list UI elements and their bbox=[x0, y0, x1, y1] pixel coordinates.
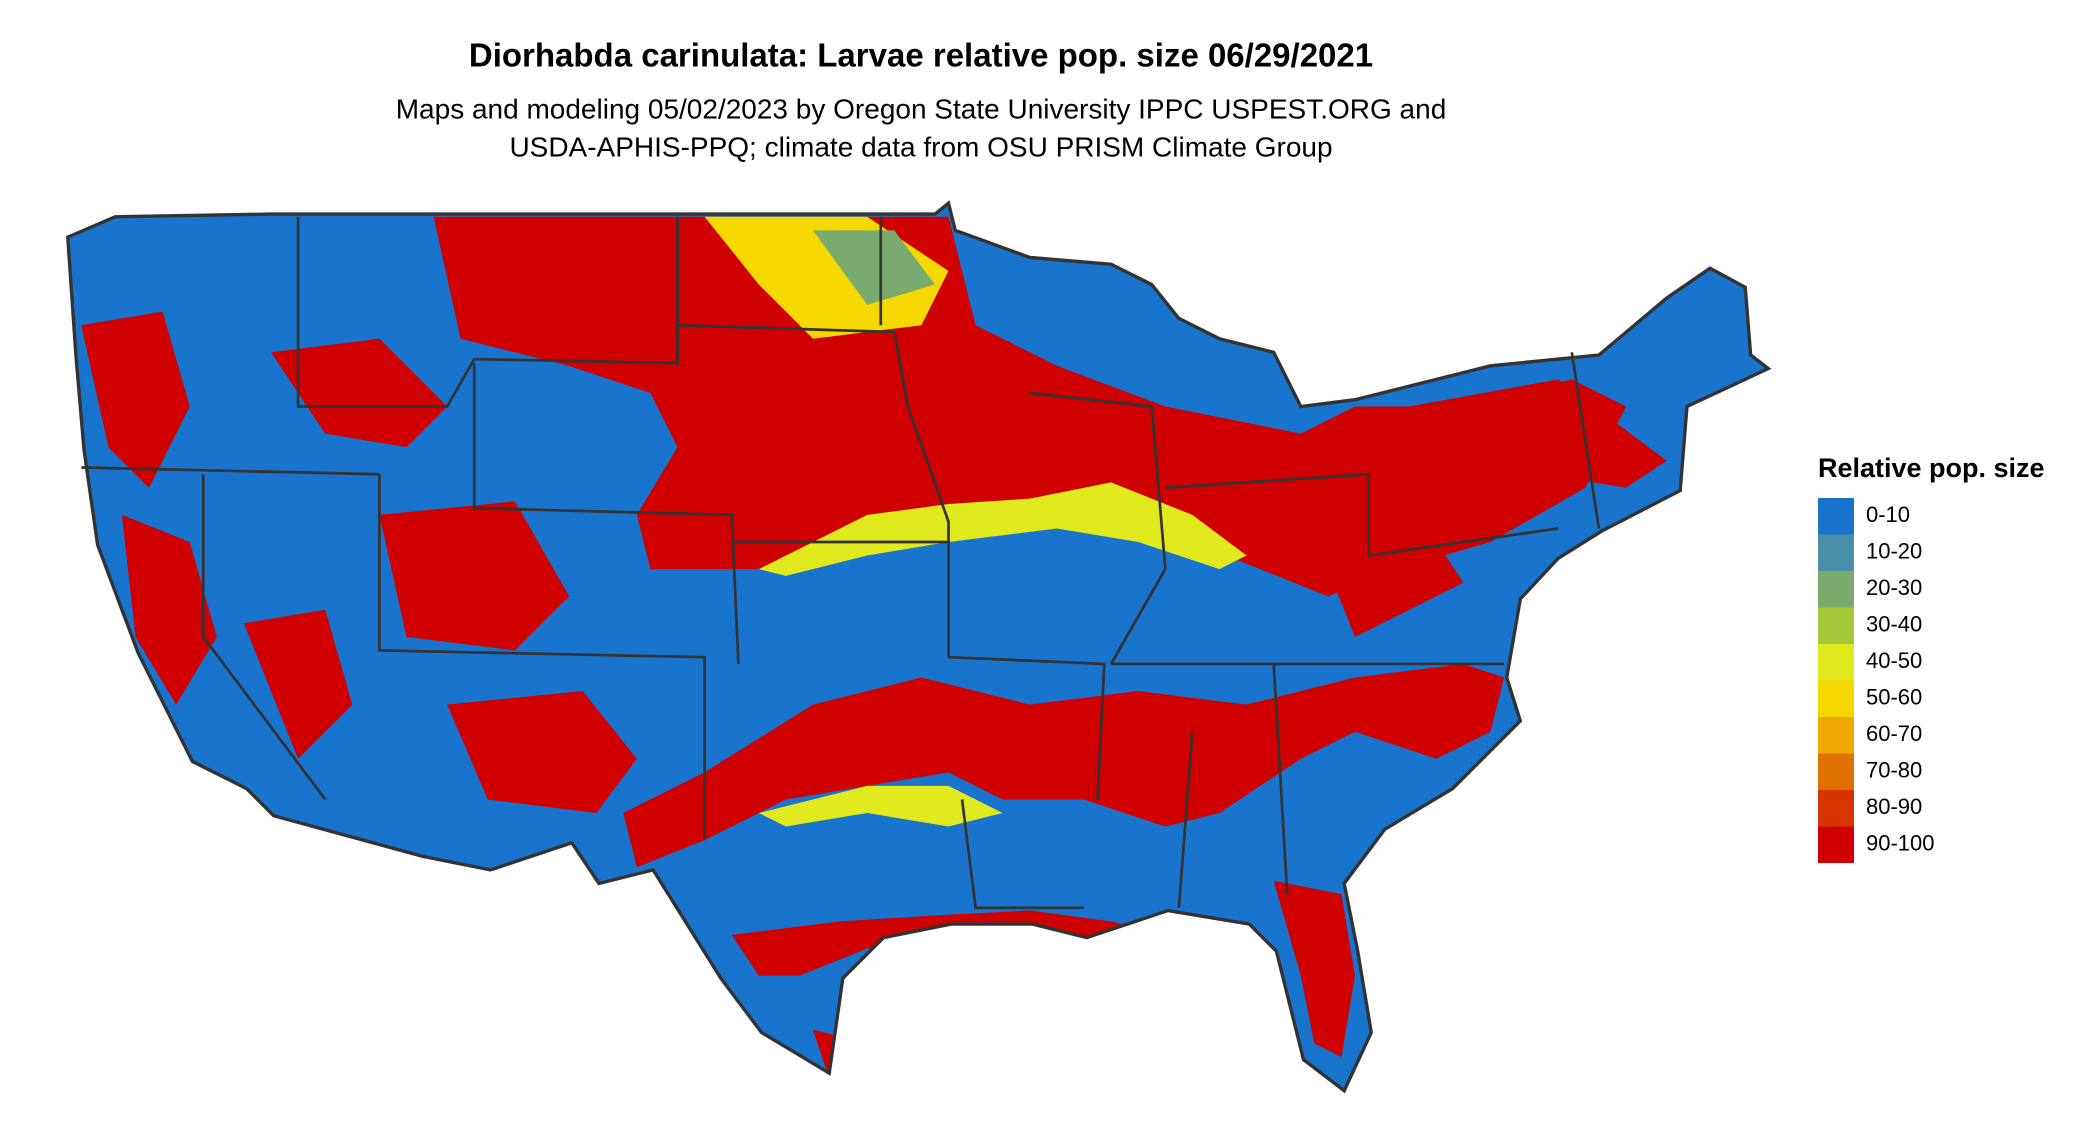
legend-label: 10-20 bbox=[1866, 539, 1922, 564]
legend-label: 70-80 bbox=[1866, 758, 1922, 783]
legend: 0-10 10-20 20-30 30-40 40-50 50-60 60-70 70-80 8… bbox=[1818, 498, 1935, 863]
legend-swatch bbox=[1818, 534, 1854, 571]
legend-swatch bbox=[1818, 644, 1854, 681]
legend-swatch bbox=[1818, 790, 1854, 827]
legend-label: 60-70 bbox=[1866, 721, 1922, 746]
legend-swatch bbox=[1818, 498, 1854, 535]
legend-swatch bbox=[1818, 826, 1854, 863]
subtitle: USDA-APHIS-PPQ; climate data from OSU PR… bbox=[509, 131, 1332, 162]
legend-label: 40-50 bbox=[1866, 648, 1922, 673]
subtitle: Maps and modeling 05/02/2023 by Oregon S… bbox=[396, 93, 1447, 124]
legend-swatch bbox=[1818, 607, 1854, 644]
state-borders bbox=[81, 216, 1601, 910]
legend-swatch bbox=[1818, 571, 1854, 608]
legend-label: 80-90 bbox=[1866, 794, 1922, 819]
legend-label: 20-30 bbox=[1866, 575, 1922, 600]
legend-label: 0-10 bbox=[1866, 502, 1910, 527]
legend-label: 50-60 bbox=[1866, 685, 1922, 710]
legend-swatch bbox=[1818, 753, 1854, 790]
legend-title: Relative pop. size bbox=[1818, 453, 2045, 483]
map bbox=[65, 200, 1772, 1094]
legend-label: 30-40 bbox=[1866, 612, 1922, 637]
legend-swatch bbox=[1818, 717, 1854, 754]
map-title: Diorhabda carinulata: Larvae relative po… bbox=[469, 37, 1373, 74]
legend-label: 90-100 bbox=[1866, 831, 1935, 856]
legend-swatch bbox=[1818, 680, 1854, 717]
